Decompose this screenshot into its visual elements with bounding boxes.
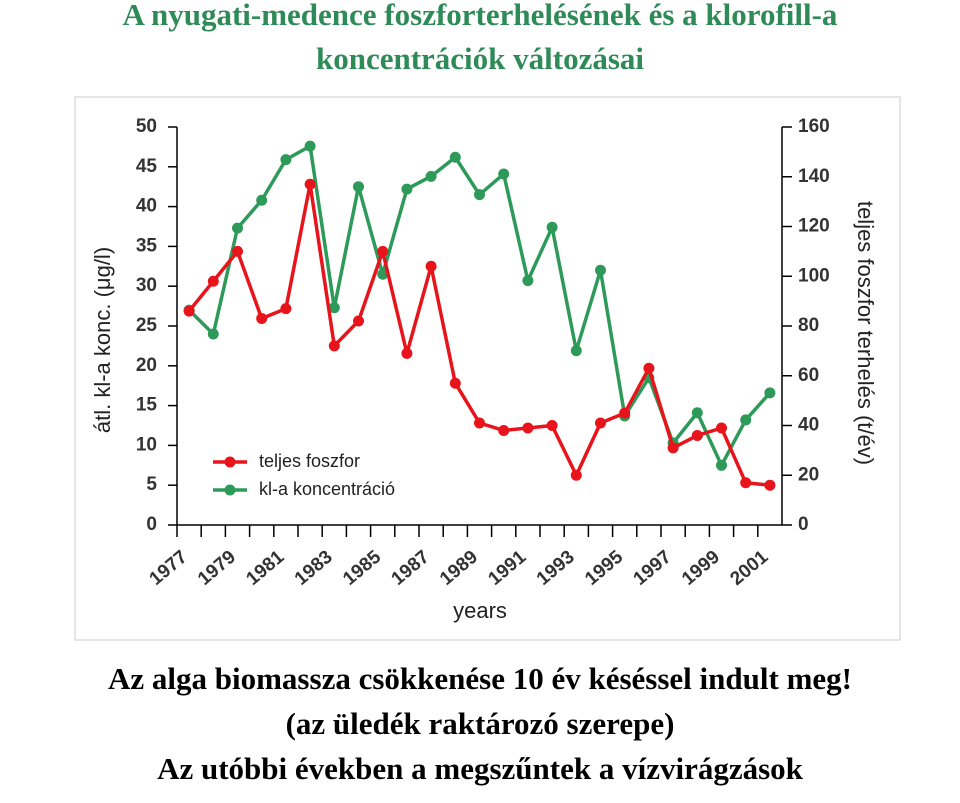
data-point	[280, 154, 292, 166]
data-point	[716, 422, 727, 434]
data-point	[716, 459, 727, 471]
data-point	[207, 275, 219, 287]
data-point	[691, 429, 703, 441]
data-point	[691, 407, 703, 419]
y-tick-label: 0	[146, 514, 157, 535]
data-point	[401, 183, 413, 195]
data-point	[425, 260, 437, 272]
data-point	[546, 221, 558, 233]
data-point	[425, 170, 437, 182]
data-point	[183, 305, 195, 317]
data-point	[232, 222, 243, 234]
y2-tick-label: 0	[798, 514, 809, 535]
legend-marker	[224, 456, 236, 468]
data-point	[595, 264, 606, 276]
title-line: A nyugati-medence foszforterhelésének és…	[123, 0, 838, 32]
data-point	[546, 420, 558, 431]
y-tick-label: 10	[136, 434, 157, 455]
y-tick-label: 25	[136, 315, 158, 336]
y2-tick-label: 140	[798, 166, 830, 187]
data-point	[449, 151, 461, 163]
data-point	[643, 362, 655, 374]
note-line: Az alga biomassza csökkenése 10 év késés…	[108, 661, 852, 696]
legend-label: teljes foszfor	[259, 451, 360, 471]
y2-tick-label: 160	[798, 116, 830, 137]
data-point	[377, 268, 389, 280]
chart-frame	[74, 96, 901, 641]
data-point	[232, 245, 243, 257]
y-tick-label: 35	[136, 235, 158, 256]
data-point	[764, 479, 776, 491]
data-point	[304, 178, 316, 190]
data-point	[522, 422, 534, 434]
x-axis-label: years	[453, 598, 507, 623]
y-tick-label: 30	[136, 275, 157, 296]
data-point	[570, 345, 582, 357]
data-point	[353, 315, 364, 327]
data-point	[449, 377, 461, 389]
data-point	[570, 469, 582, 481]
data-point	[256, 194, 268, 206]
legend-label: kl-a koncentráció	[259, 479, 395, 499]
y-tick-label: 45	[136, 156, 158, 177]
y-tick-label: 5	[146, 474, 157, 495]
data-point	[328, 340, 340, 352]
y2-tick-label: 40	[798, 415, 819, 436]
data-point	[353, 181, 364, 193]
y2-tick-label: 120	[798, 216, 830, 237]
y2-axis-label: teljes foszfor terhelés (t/év)	[853, 201, 878, 465]
data-point	[498, 424, 510, 436]
data-point	[764, 387, 776, 399]
data-point	[401, 347, 413, 359]
data-point	[256, 313, 268, 325]
data-point	[207, 328, 219, 340]
y2-tick-label: 80	[798, 315, 819, 336]
title-line: koncentrációk változásai	[316, 41, 644, 76]
data-point	[595, 417, 606, 429]
data-point	[280, 303, 292, 315]
y-tick-label: 15	[136, 395, 158, 416]
y2-tick-label: 20	[798, 464, 819, 485]
data-point	[522, 275, 534, 287]
y-axis-label: átl. kl-a konc. (μg/l)	[90, 247, 115, 433]
y2-tick-label: 60	[798, 365, 819, 386]
note-line: Az utóbbi években a megszűntek a vízvirá…	[157, 751, 804, 786]
data-point	[619, 407, 631, 419]
y-tick-label: 50	[136, 116, 157, 137]
data-point	[328, 302, 340, 314]
data-point	[667, 442, 679, 454]
data-point	[377, 245, 389, 257]
legend-marker	[224, 484, 236, 496]
y2-tick-label: 100	[798, 265, 830, 286]
data-point	[740, 477, 752, 489]
y-tick-label: 20	[136, 355, 157, 376]
data-point	[304, 140, 316, 152]
y-tick-label: 40	[136, 196, 157, 217]
note-line: (az üledék raktározó szerepe)	[286, 706, 675, 741]
data-point	[474, 417, 485, 429]
data-point	[498, 168, 510, 180]
data-point	[474, 189, 485, 201]
data-point	[740, 414, 752, 426]
